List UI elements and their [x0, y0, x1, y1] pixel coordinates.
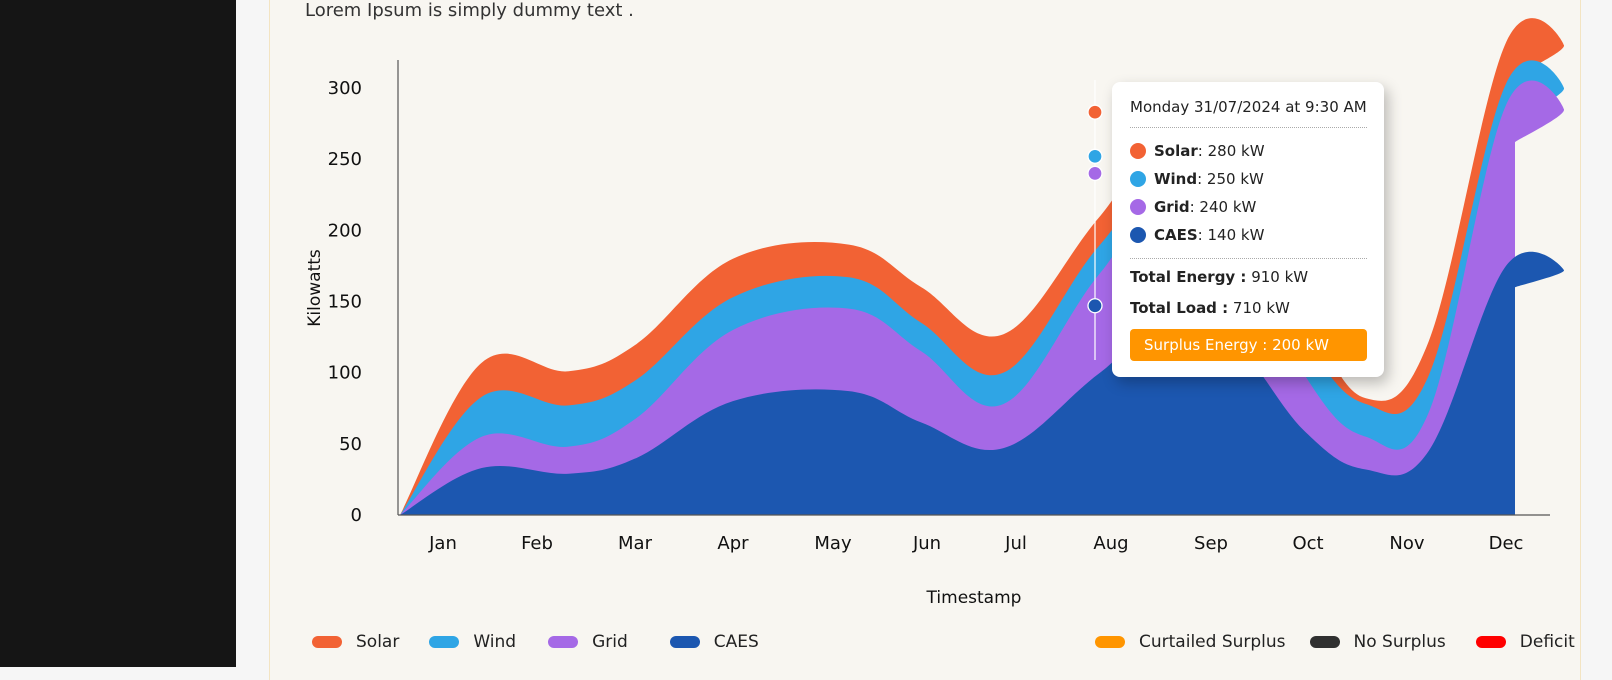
tooltip-total-energy: Total Energy : 910 kW [1130, 268, 1308, 286]
area-caes[interactable] [400, 251, 1565, 515]
x-tick-label: Apr [717, 533, 749, 554]
x-tick-label: Jan [428, 533, 457, 554]
legend-surplus-status: Curtailed Surplus No Surplus Deficit [1095, 632, 1601, 652]
grid-swatch-icon [548, 636, 579, 648]
total-load-label: Total Load : [1130, 299, 1229, 317]
tooltip-row-value: : 240 kW [1189, 198, 1257, 216]
caes-swatch-icon [669, 636, 700, 648]
x-tick-label: Aug [1093, 533, 1128, 554]
tooltip-row-name: Wind [1154, 170, 1198, 188]
legend-item-solar[interactable]: Solar [312, 632, 399, 652]
tooltip-row-name: Grid [1154, 198, 1190, 216]
page-gutter [236, 0, 269, 667]
solar-dot-icon [1130, 143, 1146, 159]
y-tick-label: 150 [328, 292, 362, 313]
tooltip-row-wind: Wind : 250 kW [1130, 170, 1264, 188]
x-tick-label: Mar [618, 533, 653, 554]
x-tick-label: Sep [1194, 533, 1228, 554]
legend-item-caes[interactable]: CAES [669, 632, 759, 652]
tooltip-row-grid: Grid : 240 kW [1130, 198, 1256, 216]
curtailed-surplus-swatch-icon [1095, 636, 1125, 648]
y-tick-label: 250 [328, 149, 362, 170]
tooltip-row-value: : 280 kW [1197, 142, 1265, 160]
legend-label: Deficit [1519, 632, 1575, 652]
x-tick-labels: Jan Feb Mar Apr May Jun Jul Aug Sep Oct Nov Dec [428, 533, 1523, 554]
x-tick-label: Jul [1004, 533, 1027, 554]
left-dark-panel [0, 0, 236, 667]
legend-label: Wind [473, 632, 517, 652]
x-tick-label: May [814, 533, 852, 554]
solar-swatch-icon [312, 636, 342, 648]
y-tick-label: 100 [328, 363, 362, 384]
x-tick-label: Nov [1389, 533, 1424, 554]
hover-marker [1087, 104, 1103, 120]
caes-dot-icon [1130, 227, 1146, 243]
legend-sources: Solar Wind Grid CAES [312, 632, 785, 652]
legend-item-grid[interactable]: Grid [548, 632, 628, 652]
deficit-swatch-icon [1475, 636, 1506, 648]
total-load-value: 710 kW [1228, 299, 1290, 317]
wind-swatch-icon [429, 636, 460, 648]
x-tick-label: Jun [912, 533, 941, 554]
surplus-energy-badge: Surplus Energy : 200 kW [1130, 329, 1367, 361]
x-tick-label: Dec [1489, 533, 1524, 554]
tooltip-date: Monday 31/07/2024 at 9:30 AM [1130, 98, 1367, 116]
y-tick-labels: 0 50 100 150 200 250 300 [328, 78, 362, 526]
hover-crosshair [1087, 80, 1103, 360]
hover-marker [1087, 298, 1103, 314]
x-tick-label: Feb [521, 533, 553, 554]
tooltip-row-value: : 140 kW [1197, 226, 1265, 244]
legend-label: No Surplus [1353, 632, 1446, 652]
tooltip-row-solar: Solar : 280 kW [1130, 142, 1265, 160]
legend-label: Grid [592, 632, 628, 652]
grid-dot-icon [1130, 199, 1146, 215]
hover-marker [1087, 165, 1103, 182]
legend-item-wind[interactable]: Wind [429, 632, 516, 652]
tooltip-divider [1130, 258, 1367, 259]
tooltip-row-caes: CAES : 140 kW [1130, 226, 1264, 244]
area-layers [400, 18, 1565, 515]
tooltip-row-value: : 250 kW [1197, 170, 1264, 188]
legend-item-deficit[interactable]: Deficit [1475, 632, 1575, 652]
y-tick-label: 300 [328, 78, 362, 99]
tooltip-row-name: Solar [1154, 142, 1198, 160]
hover-marker [1087, 148, 1103, 164]
x-axis-title: Timestamp [926, 588, 1022, 608]
total-energy-value: 910 kW [1246, 268, 1309, 286]
legend-item-curtailed-surplus[interactable]: Curtailed Surplus [1095, 632, 1286, 652]
legend-item-no-surplus[interactable]: No Surplus [1309, 632, 1446, 652]
y-tick-label: 200 [328, 220, 362, 241]
chart-subtitle: Lorem Ipsum is simply dummy text . [305, 0, 634, 21]
tooltip-row-name: CAES [1154, 226, 1198, 244]
wind-dot-icon [1130, 171, 1146, 187]
y-axis-title: Kilowatts [305, 249, 325, 327]
legend-label: Solar [356, 632, 400, 652]
x-tick-label: Oct [1292, 533, 1323, 554]
legend-label: Curtailed Surplus [1139, 632, 1286, 652]
legend-label: CAES [713, 632, 759, 652]
tooltip-divider [1130, 127, 1367, 128]
total-energy-label: Total Energy : [1130, 268, 1247, 286]
no-surplus-swatch-icon [1309, 636, 1340, 648]
y-tick-label: 0 [351, 505, 362, 526]
tooltip-total-load: Total Load : 710 kW [1130, 299, 1290, 317]
y-tick-label: 50 [339, 434, 362, 455]
chart-tooltip: Monday 31/07/2024 at 9:30 AM Solar : 280… [1112, 82, 1384, 377]
